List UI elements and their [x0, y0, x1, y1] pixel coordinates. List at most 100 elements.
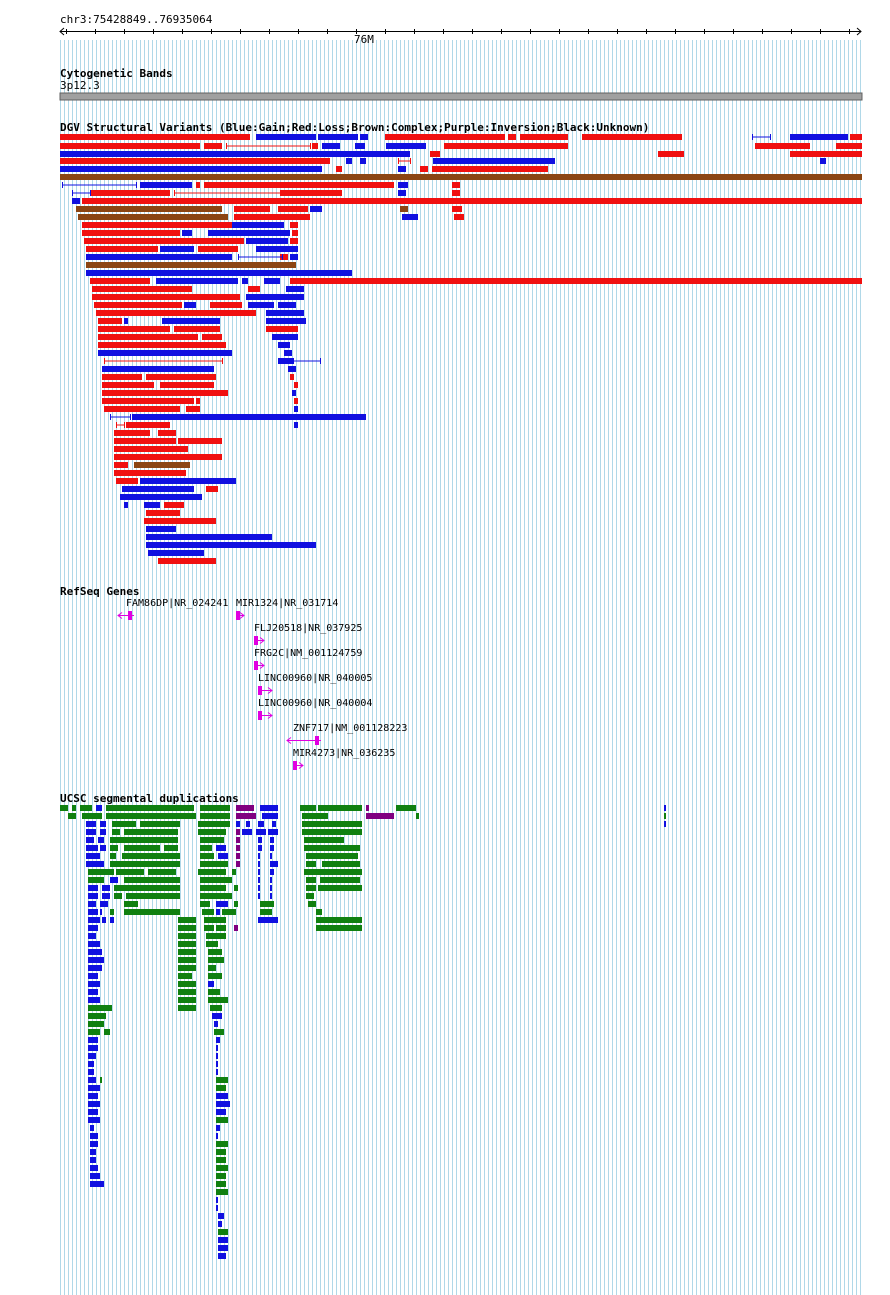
- gene-strand-arrow: [259, 637, 265, 644]
- dgv-gain-variant: [162, 318, 220, 324]
- gene-label-fam86dp[interactable]: FAM86DP|NR_024241: [126, 598, 229, 609]
- dgv-loss-variant: [92, 294, 240, 300]
- segdup-feature-green: [318, 885, 362, 891]
- dgv-loss-variant: [336, 166, 342, 172]
- dgv-gain-variant: [398, 182, 408, 188]
- dgv-span-end: [752, 134, 753, 140]
- dgv-gain-variant: [264, 278, 280, 284]
- dgv-gain-variant: [360, 134, 368, 140]
- segdup-track-title[interactable]: UCSC segmental duplications: [60, 792, 239, 805]
- segdup-feature-green: [200, 853, 214, 859]
- gene-label-mir1324[interactable]: MIR1324|NR_031714: [236, 598, 339, 609]
- segdup-feature-purple: [236, 805, 254, 811]
- dgv-loss-variant: [114, 438, 176, 444]
- dgv-gain-variant: [160, 246, 194, 252]
- segdup-feature-blue: [258, 861, 260, 867]
- segdup-feature-green: [110, 853, 116, 859]
- segdup-feature-blue: [270, 837, 274, 843]
- segdup-feature-green: [206, 941, 218, 947]
- dgv-gain-variant: [148, 550, 204, 556]
- gene-strand-arrow: [286, 737, 292, 744]
- dgv-span-end: [130, 414, 131, 420]
- gene-label-znf717[interactable]: ZNF717|NM_001128223: [293, 723, 408, 734]
- segdup-feature-green: [206, 933, 226, 939]
- gene-label-flj20518[interactable]: FLJ20518|NR_037925: [254, 623, 363, 634]
- segdup-feature-blue: [270, 893, 272, 899]
- refseq-track-title[interactable]: RefSeq Genes: [60, 585, 140, 598]
- dgv-complex-variant: [78, 214, 228, 220]
- segdup-feature-blue: [214, 1021, 218, 1027]
- gene-label-mir4273[interactable]: MIR4273|NR_036235: [293, 748, 396, 759]
- gene-label-linc00960-a[interactable]: LINC00960|NR_040005: [258, 673, 373, 684]
- dgv-loss-variant: [290, 238, 298, 244]
- segdup-feature-blue: [242, 829, 252, 835]
- segdup-feature-blue: [218, 1213, 224, 1219]
- dgv-gain-variant: [184, 302, 196, 308]
- segdup-feature-blue: [102, 885, 110, 891]
- gene-label-linc00960-b[interactable]: LINC00960|NR_040004: [258, 698, 373, 709]
- segdup-feature-green: [88, 877, 104, 883]
- dgv-loss-variant: [312, 143, 318, 149]
- segdup-feature-green: [110, 861, 180, 867]
- dgv-loss-variant: [102, 390, 228, 396]
- segdup-feature-blue: [216, 1061, 218, 1067]
- segdup-feature-blue: [258, 869, 260, 875]
- segdup-feature-green: [214, 1029, 224, 1035]
- gene-strand-arrow: [267, 687, 273, 694]
- dgv-loss-variant: [84, 238, 244, 244]
- dgv-loss-variant: [202, 334, 222, 340]
- dgv-loss-variant: [114, 430, 150, 436]
- segdup-feature-blue: [110, 917, 114, 923]
- segdup-feature-green: [306, 877, 316, 883]
- gene-label-frg2c[interactable]: FRG2C|NM_001124759: [254, 648, 363, 659]
- cytoband-track-title[interactable]: Cytogenetic Bands: [60, 67, 173, 80]
- dgv-loss-variant: [290, 222, 298, 228]
- segdup-feature-green: [100, 1077, 102, 1083]
- segdup-feature-blue: [86, 861, 104, 867]
- dgv-span-end: [320, 358, 321, 364]
- dgv-loss-variant: [198, 246, 238, 252]
- segdup-feature-blue: [88, 997, 100, 1003]
- dgv-gain-variant: [242, 278, 248, 284]
- dgv-loss-variant: [186, 406, 200, 412]
- segdup-feature-blue: [216, 1037, 220, 1043]
- segdup-feature-blue: [90, 1149, 96, 1155]
- segdup-feature-blue: [218, 1253, 226, 1259]
- segdup-feature-green: [178, 965, 196, 971]
- segdup-feature-green: [306, 853, 358, 859]
- segdup-feature-purple: [236, 813, 256, 819]
- segdup-feature-green: [200, 901, 210, 907]
- segdup-feature-green: [318, 805, 362, 811]
- dgv-track-title[interactable]: DGV Structural Variants (Blue:Gain;Red:L…: [60, 121, 650, 134]
- segdup-feature-blue: [88, 1085, 100, 1091]
- dgv-loss-variant: [82, 198, 862, 204]
- segdup-feature-blue: [100, 845, 106, 851]
- segdup-feature-blue: [88, 925, 98, 931]
- segdup-feature-green: [88, 1013, 106, 1019]
- dgv-gain-variant: [146, 534, 272, 540]
- segdup-feature-blue: [102, 893, 110, 899]
- segdup-feature-blue: [90, 1165, 98, 1171]
- segdup-feature-green: [304, 869, 362, 875]
- segdup-feature-blue: [90, 1181, 104, 1187]
- segdup-feature-green: [178, 981, 196, 987]
- ruler-right-arrow: [856, 27, 862, 36]
- segdup-feature-blue: [86, 853, 100, 859]
- segdup-feature-green: [216, 925, 226, 931]
- segdup-feature-blue: [268, 829, 278, 835]
- dgv-span-end: [124, 422, 125, 428]
- segdup-feature-green: [178, 949, 196, 955]
- segdup-feature-blue: [270, 877, 272, 883]
- dgv-gain-variant: [232, 222, 284, 228]
- dgv-gain-variant: [86, 270, 352, 276]
- segdup-feature-green: [200, 861, 228, 867]
- dgv-loss-variant: [164, 502, 184, 508]
- segdup-feature-green: [198, 821, 230, 827]
- dgv-loss-variant: [204, 182, 394, 188]
- segdup-feature-green: [178, 997, 196, 1003]
- segdup-feature-purple: [236, 861, 240, 867]
- segdup-feature-green: [416, 813, 419, 819]
- segdup-feature-blue: [216, 901, 228, 907]
- dgv-loss-variant: [836, 143, 862, 149]
